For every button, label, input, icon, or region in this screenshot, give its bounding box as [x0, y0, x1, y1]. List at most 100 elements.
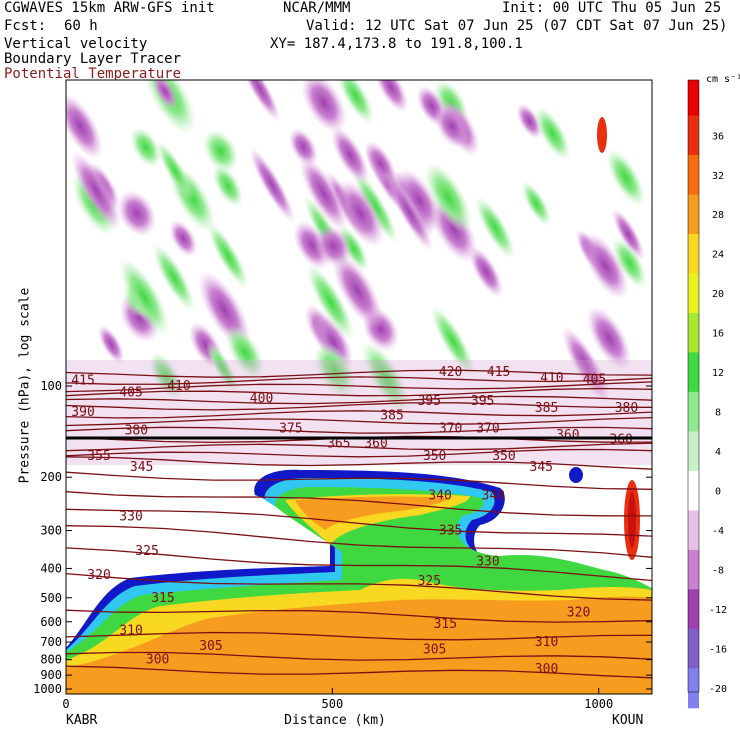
theta-label: 385	[535, 401, 558, 416]
theta-contour-395	[66, 402, 652, 411]
updraft-blob	[430, 305, 476, 377]
downdraft-blob	[71, 151, 122, 231]
theta-contour-340	[66, 491, 652, 517]
theta-contour-335	[66, 508, 652, 537]
y-tick-label: 500	[40, 591, 62, 605]
colorbar-label: 0	[715, 487, 721, 498]
downdraft-blob	[249, 147, 296, 223]
colorbar-swatch	[688, 431, 699, 472]
updraft-blob	[225, 325, 265, 380]
downdraft-blob	[288, 128, 318, 166]
colorbar-label: 16	[712, 329, 724, 340]
y-tick-label: 400	[40, 561, 62, 575]
theta-contour-325	[66, 547, 652, 582]
theta-contour-350	[66, 456, 652, 470]
downdraft-blob	[434, 103, 470, 149]
colorbar-label: 20	[712, 289, 724, 300]
updraft-blob	[521, 181, 552, 226]
downdraft-blob	[586, 305, 632, 371]
colorbar-swatch	[688, 313, 699, 353]
vertical-velocity-field	[66, 80, 647, 413]
x-axis-label: Distance (km)	[284, 713, 386, 728]
y-tick-label: 800	[40, 653, 62, 667]
colorbar-label: -20	[709, 684, 727, 695]
downdraft-blob	[364, 140, 397, 187]
endpoint-left: KABR	[66, 713, 98, 728]
theta-contour-300	[66, 665, 652, 679]
field-bl-tracer: Boundary Layer Tracer	[4, 51, 182, 67]
colorbar-label: 36	[712, 131, 724, 142]
theta-contour-380	[66, 426, 652, 434]
fcst-value: 60 h	[64, 18, 98, 34]
theta-label: 365	[327, 437, 350, 452]
colorbar-label: 32	[712, 171, 724, 182]
theta-label: 325	[418, 574, 441, 589]
theta-contour-355	[66, 448, 652, 458]
theta-label: 415	[487, 365, 510, 380]
theta-label: 315	[434, 617, 457, 632]
theta-label: 345	[130, 460, 153, 475]
updraft-blob	[612, 237, 647, 289]
theta-label: 300	[146, 653, 169, 668]
theta-label: 380	[615, 401, 638, 416]
y-tick-label: 600	[40, 615, 62, 629]
colorbar-label: 12	[712, 368, 724, 379]
y-tick-label: 200	[40, 470, 62, 484]
colorbar-swatch	[688, 589, 699, 630]
updraft-blob	[534, 106, 571, 161]
theta-label: 335	[439, 524, 462, 539]
theta-contour-310	[66, 631, 652, 641]
updraft-blob	[424, 162, 473, 233]
updraft-blob	[306, 263, 355, 340]
updraft-blob	[119, 258, 170, 337]
x-tick-label: 500	[322, 697, 344, 711]
theta-label: 310	[535, 635, 558, 650]
x-axis-ticks: 0 500 1000	[62, 688, 613, 711]
field-potential-temperature: Potential Temperature	[4, 66, 182, 82]
updraft-blob	[152, 243, 196, 312]
colorbar-label: 24	[712, 250, 724, 261]
endpoint-right: KOUN	[612, 713, 644, 728]
downdraft-blob	[468, 246, 504, 298]
x-tick-label: 1000	[584, 697, 613, 711]
theta-label: 390	[71, 405, 94, 420]
downdraft-blob	[330, 126, 370, 185]
x-tick-label: 0	[62, 697, 69, 711]
org-label: NCAR/MMM	[283, 0, 351, 16]
downdraft-blob	[336, 179, 385, 248]
colorbar-swatch	[688, 470, 699, 511]
colorbar: cm s⁻¹ 36 32 28 24 20 16 12 8 4 0 -4 -8 -12 -16 -20	[687, 74, 740, 709]
updraft-blob	[207, 222, 249, 289]
downdraft-blob	[97, 324, 125, 364]
colorbar-frame	[687, 79, 700, 693]
theta-label: 385	[380, 408, 403, 423]
theta-contour-410	[66, 381, 652, 393]
downdraft-blob	[299, 155, 348, 231]
downdraft-blob	[396, 168, 442, 233]
boundary-layer-tracer	[66, 469, 652, 694]
theta-label: 300	[535, 662, 558, 677]
updraft-blob	[336, 80, 375, 125]
colorbar-swatch	[688, 352, 699, 393]
downdraft-blob	[239, 80, 281, 122]
colorbar-label: -16	[709, 645, 727, 656]
theta-contour-305	[66, 651, 652, 661]
potential-temperature-labels: 415 410 405 400 390 380 375 385 395 395 385 420 415 4…	[71, 365, 638, 677]
theta-label: 330	[119, 510, 142, 525]
theta-label: 330	[476, 555, 499, 570]
colorbar-units: cm s⁻¹	[706, 74, 740, 85]
theta-label: 395	[471, 394, 494, 409]
colorbar-swatch	[688, 194, 699, 235]
downdraft-blob	[169, 219, 198, 257]
theta-label: 320	[567, 606, 590, 621]
theta-label: 410	[167, 379, 190, 394]
colorbar-label: -4	[712, 526, 724, 537]
updraft-blob	[202, 129, 239, 173]
colorbar-swatch	[688, 668, 699, 709]
theta-label: 360	[364, 437, 387, 452]
theta-contour-320	[66, 572, 652, 601]
theta-contour-420	[66, 369, 652, 378]
theta-label: 370	[476, 421, 499, 436]
theta-label: 340	[482, 489, 505, 504]
